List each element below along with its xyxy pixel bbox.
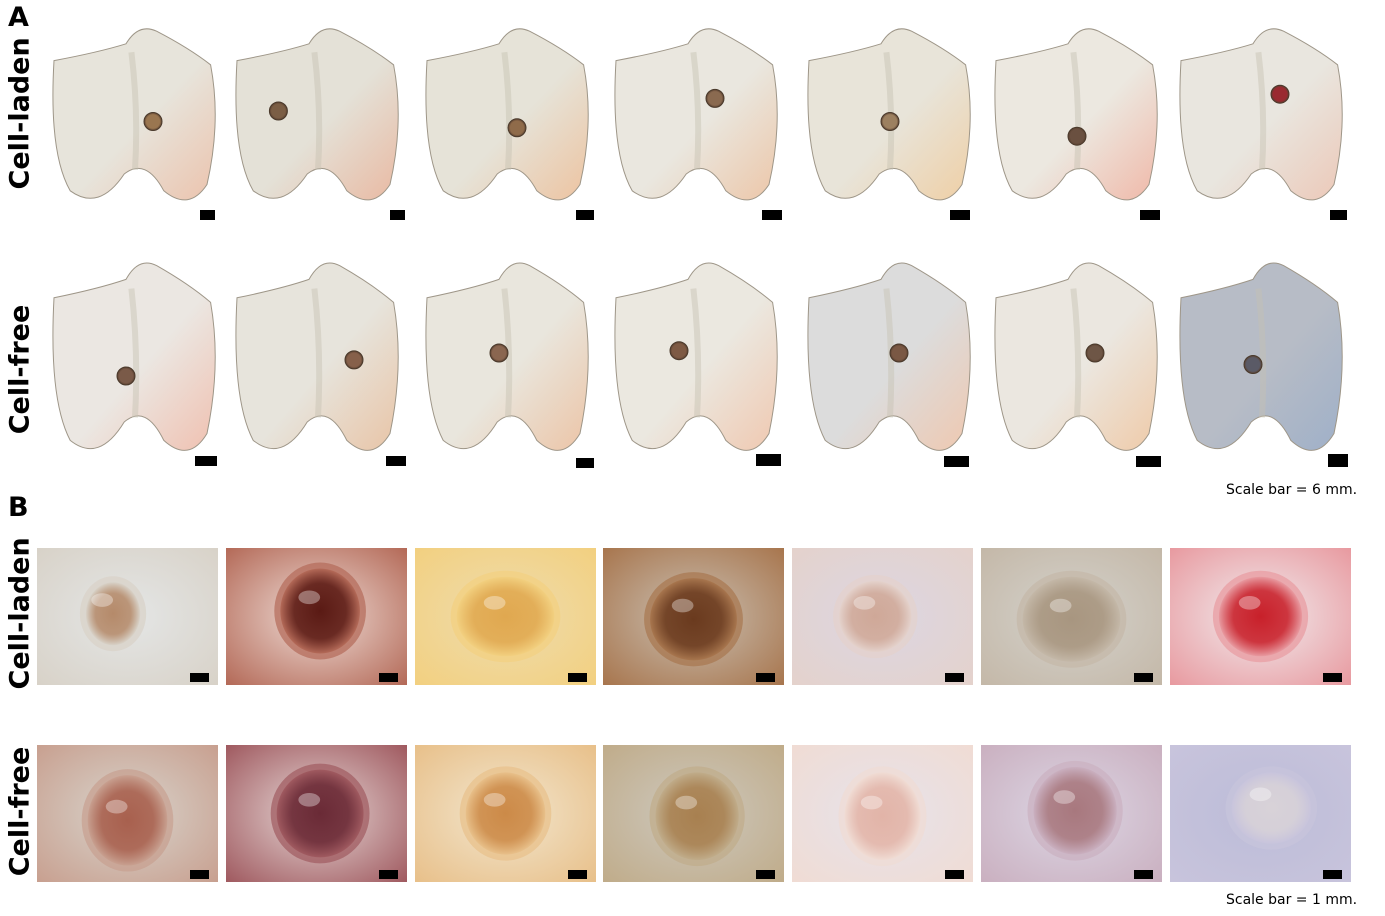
scale-bar bbox=[576, 458, 594, 468]
defect-micrograph bbox=[792, 548, 973, 685]
scale-bar bbox=[756, 673, 775, 682]
row-label-a-cell-laden: Cell-laden bbox=[4, 37, 36, 190]
defect-micrograph bbox=[792, 745, 973, 882]
defect-micrograph bbox=[415, 745, 596, 882]
scale-bar bbox=[756, 454, 781, 466]
row-label-b-cell-laden: Cell-laden bbox=[4, 537, 36, 690]
scale-bar bbox=[195, 456, 217, 466]
femoral-condyle-specimen bbox=[45, 6, 225, 216]
femoral-condyle-specimen bbox=[800, 6, 980, 216]
femoral-condyle-specimen bbox=[607, 6, 787, 216]
defect-micrograph bbox=[603, 745, 784, 882]
femoral-condyle-specimen bbox=[45, 238, 225, 468]
defect-micrograph bbox=[603, 548, 784, 685]
defect-micrograph bbox=[981, 745, 1162, 882]
femoral-condyle-specimen bbox=[418, 238, 598, 468]
defect-micrograph bbox=[37, 548, 218, 685]
panel-a-scale-note: Scale bar = 6 mm. bbox=[1226, 482, 1358, 498]
femoral-condyle-specimen bbox=[1172, 6, 1352, 216]
defect-micrograph bbox=[226, 745, 407, 882]
scale-bar bbox=[386, 456, 406, 466]
scale-bar bbox=[945, 870, 964, 879]
row-label-b-cell-free: Cell-free bbox=[4, 746, 36, 877]
scale-bar bbox=[762, 210, 782, 220]
scale-bar bbox=[568, 870, 587, 879]
scale-bar bbox=[950, 210, 970, 220]
defect-micrograph bbox=[1170, 745, 1351, 882]
femoral-condyle-specimen bbox=[228, 238, 408, 468]
scale-bar bbox=[1328, 454, 1348, 467]
scale-bar bbox=[944, 456, 969, 467]
row-label-a-cell-free: Cell-free bbox=[4, 304, 36, 435]
femoral-condyle-specimen bbox=[1172, 238, 1352, 468]
scale-bar bbox=[1136, 456, 1161, 467]
scale-bar bbox=[190, 673, 209, 682]
defect-micrograph bbox=[37, 745, 218, 882]
scale-bar bbox=[1140, 210, 1160, 220]
scale-bar bbox=[1134, 673, 1153, 682]
femoral-condyle-specimen bbox=[800, 238, 980, 468]
scale-bar bbox=[1323, 870, 1342, 879]
defect-micrograph bbox=[415, 548, 596, 685]
panel-b-letter: B bbox=[8, 492, 29, 523]
scale-bar bbox=[390, 210, 405, 220]
scale-bar bbox=[1134, 870, 1153, 879]
scale-bar bbox=[379, 673, 398, 682]
scale-bar bbox=[576, 210, 594, 220]
femoral-condyle-specimen bbox=[987, 238, 1167, 468]
defect-micrograph bbox=[981, 548, 1162, 685]
scale-bar bbox=[568, 673, 587, 682]
defect-micrograph bbox=[1170, 548, 1351, 685]
femoral-condyle-specimen bbox=[607, 238, 787, 468]
panel-b-scale-note: Scale bar = 1 mm. bbox=[1226, 892, 1358, 908]
scale-bar bbox=[756, 870, 775, 879]
panel-a-letter: A bbox=[8, 2, 29, 33]
femoral-condyle-specimen bbox=[987, 6, 1167, 216]
scale-bar bbox=[190, 870, 209, 879]
scale-bar bbox=[379, 870, 398, 879]
defect-micrograph bbox=[226, 548, 407, 685]
femoral-condyle-specimen bbox=[418, 6, 598, 216]
scale-bar bbox=[1330, 210, 1347, 220]
femoral-condyle-specimen bbox=[228, 6, 408, 216]
scale-bar bbox=[945, 673, 964, 682]
scale-bar bbox=[1323, 673, 1342, 682]
scale-bar bbox=[200, 210, 215, 220]
